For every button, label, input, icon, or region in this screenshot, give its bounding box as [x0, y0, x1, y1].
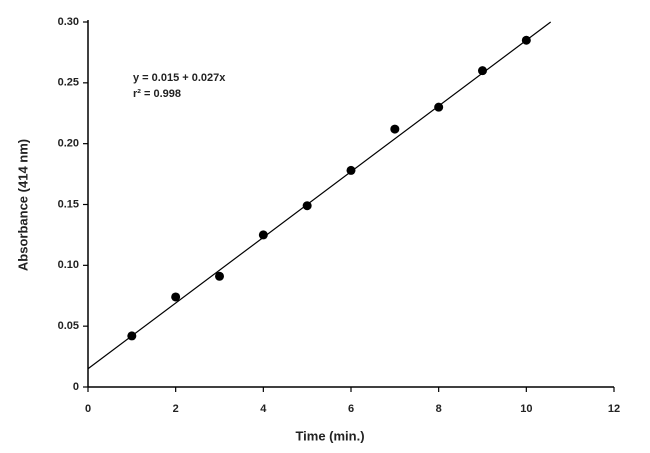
x-tick-label: 10 — [520, 403, 532, 415]
data-point — [390, 124, 400, 134]
y-tick-label: 0.05 — [58, 320, 79, 332]
data-point — [302, 201, 312, 211]
x-tick-label: 0 — [85, 403, 91, 415]
data-point — [127, 331, 137, 341]
data-point — [171, 292, 181, 302]
y-tick-label: 0.20 — [58, 138, 79, 150]
data-point — [521, 35, 531, 45]
data-point — [215, 271, 224, 281]
y-tick-label: 0.30 — [58, 16, 79, 28]
y-tick-label: 0 — [73, 381, 79, 393]
x-tick-label: 4 — [260, 403, 267, 415]
annotation: y = 0.015 + 0.027x — [133, 72, 226, 84]
data-point — [478, 66, 487, 76]
y-axis-label: Absorbance (414 nm) — [15, 139, 30, 271]
x-tick-label: 12 — [608, 403, 620, 415]
y-tick-label: 0.25 — [58, 77, 79, 89]
x-axis-label: Time (min.) — [295, 428, 364, 443]
data-point — [434, 102, 444, 112]
y-tick-label: 0.15 — [58, 198, 79, 210]
trendline — [87, 21, 552, 370]
y-tick-label: 0.10 — [58, 259, 79, 271]
data-point — [346, 165, 356, 175]
data-point — [258, 230, 268, 240]
x-tick-label: 6 — [348, 403, 354, 415]
annotation: r² = 0.998 — [133, 88, 181, 100]
x-tick-label: 2 — [173, 403, 179, 415]
x-tick-label: 8 — [436, 403, 442, 415]
